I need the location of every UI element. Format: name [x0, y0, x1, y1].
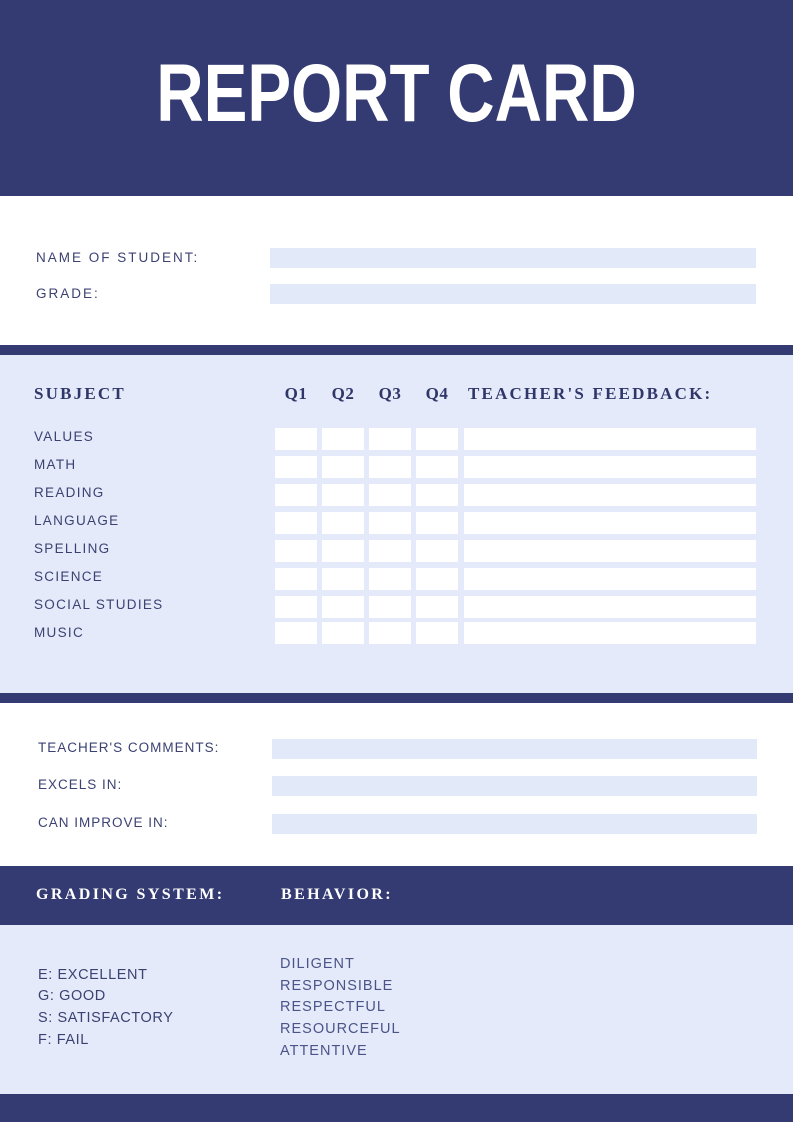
- behavior-item-responsible: RESPONSIBLE: [280, 978, 394, 994]
- behavior-item-attentive: ATTENTIVE: [280, 1043, 368, 1059]
- teacher-comments-label: TEACHER'S COMMENTS:: [38, 740, 220, 755]
- subject-label-social-studies: SOCIAL STUDIES: [34, 597, 164, 612]
- grade-cell-values-q4[interactable]: [416, 428, 458, 450]
- grading-item-excellent: E: EXCELLENT: [38, 967, 148, 983]
- excels-in-input[interactable]: [272, 776, 757, 796]
- feedback-column-header: TEACHER'S FEEDBACK:: [468, 384, 713, 403]
- header-band: REPORT CARD: [0, 0, 793, 196]
- grade-cell-spelling-q2[interactable]: [322, 540, 364, 562]
- grade-cell-social-studies-q1[interactable]: [275, 596, 317, 618]
- feedback-cell-spelling[interactable]: [464, 540, 756, 562]
- grade-cell-math-q3[interactable]: [369, 456, 411, 478]
- excels-in-label: EXCELS IN:: [38, 777, 123, 792]
- behavior-heading: BEHAVIOR:: [281, 886, 393, 903]
- student-info-section: NAME OF STUDENT: GRADE:: [0, 196, 793, 345]
- grade-cell-social-studies-q2[interactable]: [322, 596, 364, 618]
- subject-label-spelling: SPELLING: [34, 541, 111, 556]
- footer-band: [0, 1094, 793, 1122]
- can-improve-in-input[interactable]: [272, 814, 757, 834]
- grading-item-fail: F: FAIL: [38, 1032, 89, 1048]
- legend-section: [0, 925, 793, 1094]
- behavior-item-resourceful: RESOURCEFUL: [280, 1021, 401, 1037]
- feedback-cell-language[interactable]: [464, 512, 756, 534]
- grade-cell-science-q4[interactable]: [416, 568, 458, 590]
- subject-label-values: VALUES: [34, 429, 95, 444]
- grade-cell-social-studies-q4[interactable]: [416, 596, 458, 618]
- feedback-cell-values[interactable]: [464, 428, 756, 450]
- page-title-word-report: REPORT: [156, 48, 430, 139]
- grade-cell-science-q3[interactable]: [369, 568, 411, 590]
- can-improve-in-label: CAN IMPROVE IN:: [38, 815, 169, 830]
- feedback-cell-math[interactable]: [464, 456, 756, 478]
- grade-cell-music-q2[interactable]: [322, 622, 364, 644]
- subject-label-music: MUSIC: [34, 625, 84, 640]
- subject-column-header: SUBJECT: [34, 384, 126, 403]
- divider-above-table: [0, 345, 793, 355]
- student-name-row: NAME OF STUDENT:: [0, 248, 793, 268]
- grade-cell-social-studies-q3[interactable]: [369, 596, 411, 618]
- grade-cell-spelling-q3[interactable]: [369, 540, 411, 562]
- grade-cell-language-q4[interactable]: [416, 512, 458, 534]
- subject-label-reading: READING: [34, 485, 105, 500]
- grade-cell-spelling-q4[interactable]: [416, 540, 458, 562]
- subject-label-science: SCIENCE: [34, 569, 104, 584]
- subject-label-language: LANGUAGE: [34, 513, 120, 528]
- page-title: REPORT CARD: [79, 46, 713, 142]
- subject-label-math: MATH: [34, 457, 77, 472]
- grade-cell-math-q4[interactable]: [416, 456, 458, 478]
- grade-cell-music-q1[interactable]: [275, 622, 317, 644]
- grade-cell-science-q2[interactable]: [322, 568, 364, 590]
- quarter-header-q4: Q4: [425, 384, 449, 403]
- teacher-comments-input[interactable]: [272, 739, 757, 759]
- feedback-cell-reading[interactable]: [464, 484, 756, 506]
- page-title-word-card: CARD: [447, 48, 637, 139]
- feedback-cell-science[interactable]: [464, 568, 756, 590]
- grade-row: GRADE:: [0, 284, 793, 304]
- grade-cell-values-q1[interactable]: [275, 428, 317, 450]
- grade-cell-spelling-q1[interactable]: [275, 540, 317, 562]
- grading-item-satisfactory: S: SATISFACTORY: [38, 1010, 174, 1026]
- grade-cell-language-q1[interactable]: [275, 512, 317, 534]
- grade-cell-music-q3[interactable]: [369, 622, 411, 644]
- grading-system-heading: GRADING SYSTEM:: [36, 886, 225, 903]
- grade-cell-reading-q4[interactable]: [416, 484, 458, 506]
- grade-cell-reading-q3[interactable]: [369, 484, 411, 506]
- student-name-label: NAME OF STUDENT:: [36, 250, 200, 265]
- behavior-item-respectful: RESPECTFUL: [280, 999, 386, 1015]
- grade-cell-reading-q2[interactable]: [322, 484, 364, 506]
- quarter-header-q3: Q3: [378, 384, 402, 403]
- behavior-item-diligent: DILIGENT: [280, 956, 355, 972]
- grade-input[interactable]: [270, 284, 756, 304]
- grading-behavior-band: GRADING SYSTEM: BEHAVIOR:: [0, 866, 793, 925]
- grade-label: GRADE:: [36, 286, 100, 301]
- grade-cell-reading-q1[interactable]: [275, 484, 317, 506]
- grade-cell-music-q4[interactable]: [416, 622, 458, 644]
- quarter-header-q2: Q2: [331, 384, 355, 403]
- grade-cell-math-q1[interactable]: [275, 456, 317, 478]
- feedback-cell-music[interactable]: [464, 622, 756, 644]
- divider-below-table: [0, 693, 793, 703]
- grade-cell-values-q2[interactable]: [322, 428, 364, 450]
- grade-cell-language-q2[interactable]: [322, 512, 364, 534]
- quarter-header-q1: Q1: [284, 384, 308, 403]
- grade-cell-science-q1[interactable]: [275, 568, 317, 590]
- grade-cell-math-q2[interactable]: [322, 456, 364, 478]
- grading-item-good: G: GOOD: [38, 988, 106, 1004]
- feedback-cell-social-studies[interactable]: [464, 596, 756, 618]
- student-name-input[interactable]: [270, 248, 756, 268]
- grade-cell-language-q3[interactable]: [369, 512, 411, 534]
- grade-cell-values-q3[interactable]: [369, 428, 411, 450]
